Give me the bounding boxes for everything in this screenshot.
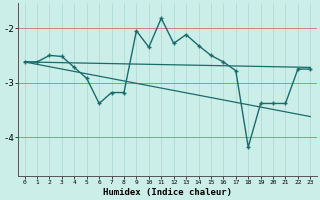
X-axis label: Humidex (Indice chaleur): Humidex (Indice chaleur) <box>103 188 232 197</box>
